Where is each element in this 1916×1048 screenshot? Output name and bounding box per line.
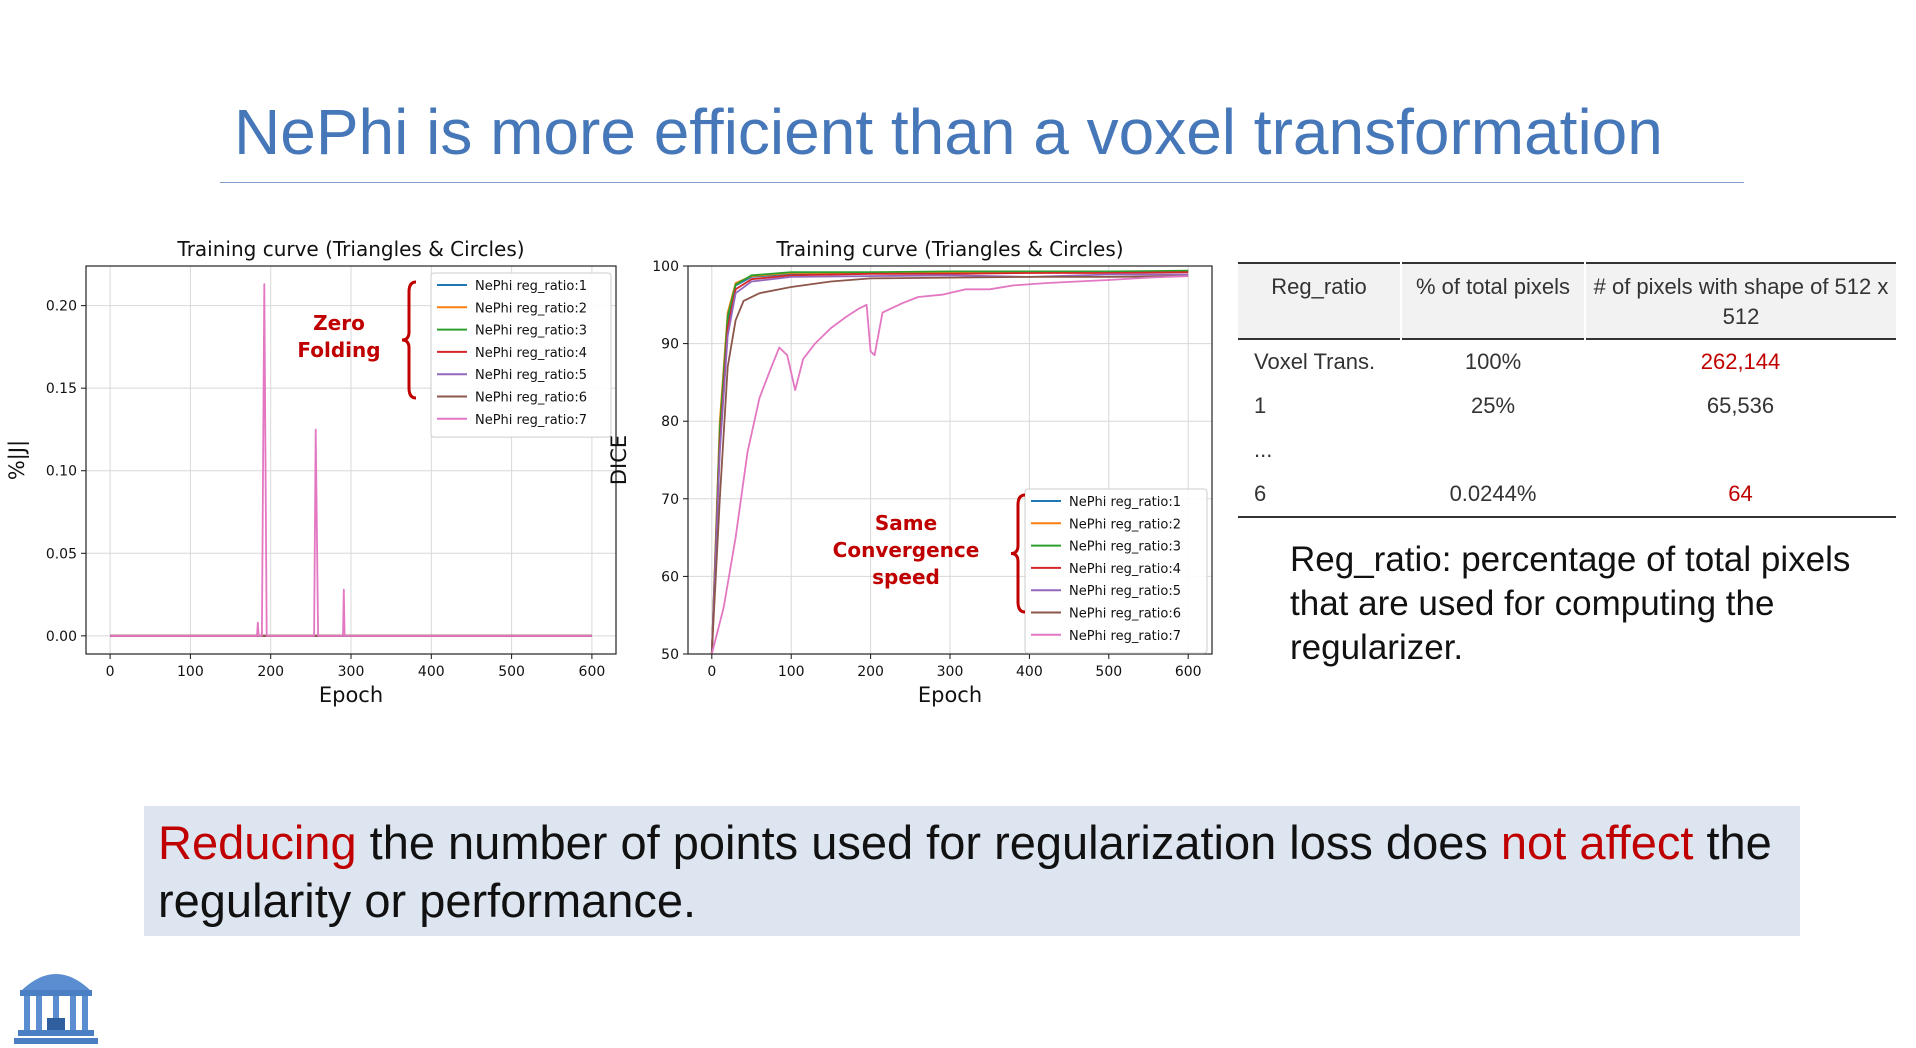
table-header-cell: Reg_ratio (1271, 274, 1367, 299)
table-cell-ratio: ... (1254, 437, 1273, 462)
conclusion-banner: Reducing the number of points used for r… (144, 806, 1800, 936)
y-tick-label: 0.20 (46, 299, 77, 315)
legend-label: NePhi reg_ratio:6 (1069, 607, 1181, 622)
banner-emphasis-reducing: Reducing (158, 816, 357, 869)
x-tick-label: 400 (1016, 664, 1043, 680)
chart-jacobian-svg: Training curve (Triangles & Circles) 0 100… (5, 237, 617, 707)
y-tick-label: 90 (661, 337, 679, 353)
x-tick-label: 200 (257, 664, 284, 680)
table-cell-percent (1401, 428, 1585, 472)
x-tick-label: 100 (778, 664, 805, 680)
chart-dice: Training curve (Triangles & Circles) 0 100… (607, 230, 1230, 710)
curly-brace-icon (401, 280, 417, 400)
x-tick-label: 600 (1175, 664, 1202, 680)
legend-label: NePhi reg_ratio:3 (475, 324, 587, 339)
legend-label: NePhi reg_ratio:1 (475, 279, 587, 294)
y-tick-label: 50 (661, 647, 679, 663)
y-tick-label: 60 (661, 569, 679, 585)
series-line (110, 283, 592, 637)
y-tick-label: 80 (661, 414, 679, 430)
series-line (710, 275, 1189, 655)
old-well-logo-icon (14, 974, 98, 1044)
annotation-label: speed (872, 565, 940, 589)
table-header-cell: # of pixels with shape of 512 x 512 (1584, 263, 1896, 339)
banner-text: the number of points used for regulariza… (356, 816, 1501, 869)
legend-label: NePhi reg_ratio:3 (1069, 540, 1181, 555)
series-line (710, 275, 1189, 655)
y-axis-label: %|J| (5, 440, 30, 480)
y-tick-label: 100 (652, 259, 679, 275)
y-tick-label: 0.15 (46, 381, 77, 397)
x-tick-label: 0 (106, 664, 115, 680)
banner-text: the regularity or performance. (158, 816, 1772, 927)
x-tick-label: 300 (338, 664, 365, 680)
table-row: 1 25% 65,536 (1238, 384, 1896, 428)
annotation-label: Zero (313, 311, 365, 335)
plot-frame (85, 265, 617, 655)
chart-jacobian-folding: Training curve (Triangles & Circles) 0 100… (4, 230, 624, 710)
annotation-label: Folding (297, 338, 380, 362)
legend-label: NePhi reg_ratio:6 (475, 391, 587, 406)
legend-label: NePhi reg_ratio:4 (1069, 562, 1181, 577)
table-cell-pixels: 65,536 (1706, 393, 1775, 418)
table-cell-percent: 25% (1470, 393, 1516, 418)
table-header-row: Reg_ratio % of total pixels # of pixels … (1238, 263, 1896, 339)
title-divider (220, 182, 1744, 183)
legend-label: NePhi reg_ratio:5 (475, 368, 587, 383)
legend-label: NePhi reg_ratio:7 (475, 413, 587, 428)
reg-ratio-table: Reg_ratio % of total pixels # of pixels … (1238, 262, 1896, 518)
x-tick-label: 500 (1095, 664, 1122, 680)
y-tick-label: 70 (661, 492, 679, 508)
x-tick-label: 200 (857, 664, 884, 680)
x-tick-label: 0 (707, 664, 716, 680)
x-tick-label: 600 (579, 664, 606, 680)
table-header-cell: % of total pixels (1400, 263, 1585, 339)
table-cell-percent: 0.0244% (1449, 481, 1537, 506)
table-cell-ratio: 1 (1254, 393, 1267, 418)
legend-label: NePhi reg_ratio:7 (1069, 629, 1181, 644)
chart-dice-svg: Training curve (Triangles & Circles) 0 100… (607, 237, 1213, 707)
x-tick-label: 300 (937, 664, 964, 680)
y-tick-label: 0.00 (46, 629, 77, 645)
table-row: Voxel Trans. 100% 262,144 (1238, 339, 1896, 384)
chart-title: Training curve (Triangles & Circles) (176, 237, 524, 261)
y-tick-label: 0.05 (46, 546, 77, 562)
annotation-label: Convergence (833, 538, 980, 562)
slide-title: NePhi is more efficient than a voxel tra… (234, 96, 1663, 168)
plot-frame (687, 265, 1213, 655)
table-cell-percent: 100% (1464, 349, 1522, 374)
x-tick-label: 400 (418, 664, 445, 680)
legend-box (430, 272, 612, 438)
legend-label: NePhi reg_ratio:4 (475, 346, 587, 361)
table-cell-ratio: 6 (1254, 481, 1267, 506)
table-cell-ratio: Voxel Trans. (1254, 349, 1376, 374)
legend-label: NePhi reg_ratio:1 (1069, 495, 1181, 510)
legend-label: NePhi reg_ratio:2 (475, 301, 587, 316)
table-row: 6 0.0244% 64 (1238, 472, 1896, 517)
x-axis-label: Epoch (918, 683, 982, 707)
x-tick-label: 100 (177, 664, 204, 680)
legend-box (1024, 488, 1208, 654)
table-cell-pixels (1585, 428, 1896, 472)
annotation-label: Same (875, 511, 937, 535)
y-tick-label: 0.10 (46, 464, 77, 480)
table-cell-pixels: 64 (1728, 481, 1753, 506)
y-axis-label: DICE (607, 435, 631, 485)
x-tick-label: 500 (498, 664, 525, 680)
curly-brace-icon (1010, 493, 1026, 614)
table-row: ... (1238, 428, 1896, 472)
banner-emphasis-not-affect: not affect (1500, 816, 1694, 869)
reg-ratio-description: Reg_ratio: percentage of total pixels th… (1290, 540, 1851, 667)
x-axis-label: Epoch (319, 683, 383, 707)
chart-title: Training curve (Triangles & Circles) (775, 237, 1123, 261)
legend-label: NePhi reg_ratio:5 (1069, 584, 1181, 599)
legend-label: NePhi reg_ratio:2 (1069, 517, 1181, 532)
table-cell-pixels: 262,144 (1700, 349, 1781, 374)
